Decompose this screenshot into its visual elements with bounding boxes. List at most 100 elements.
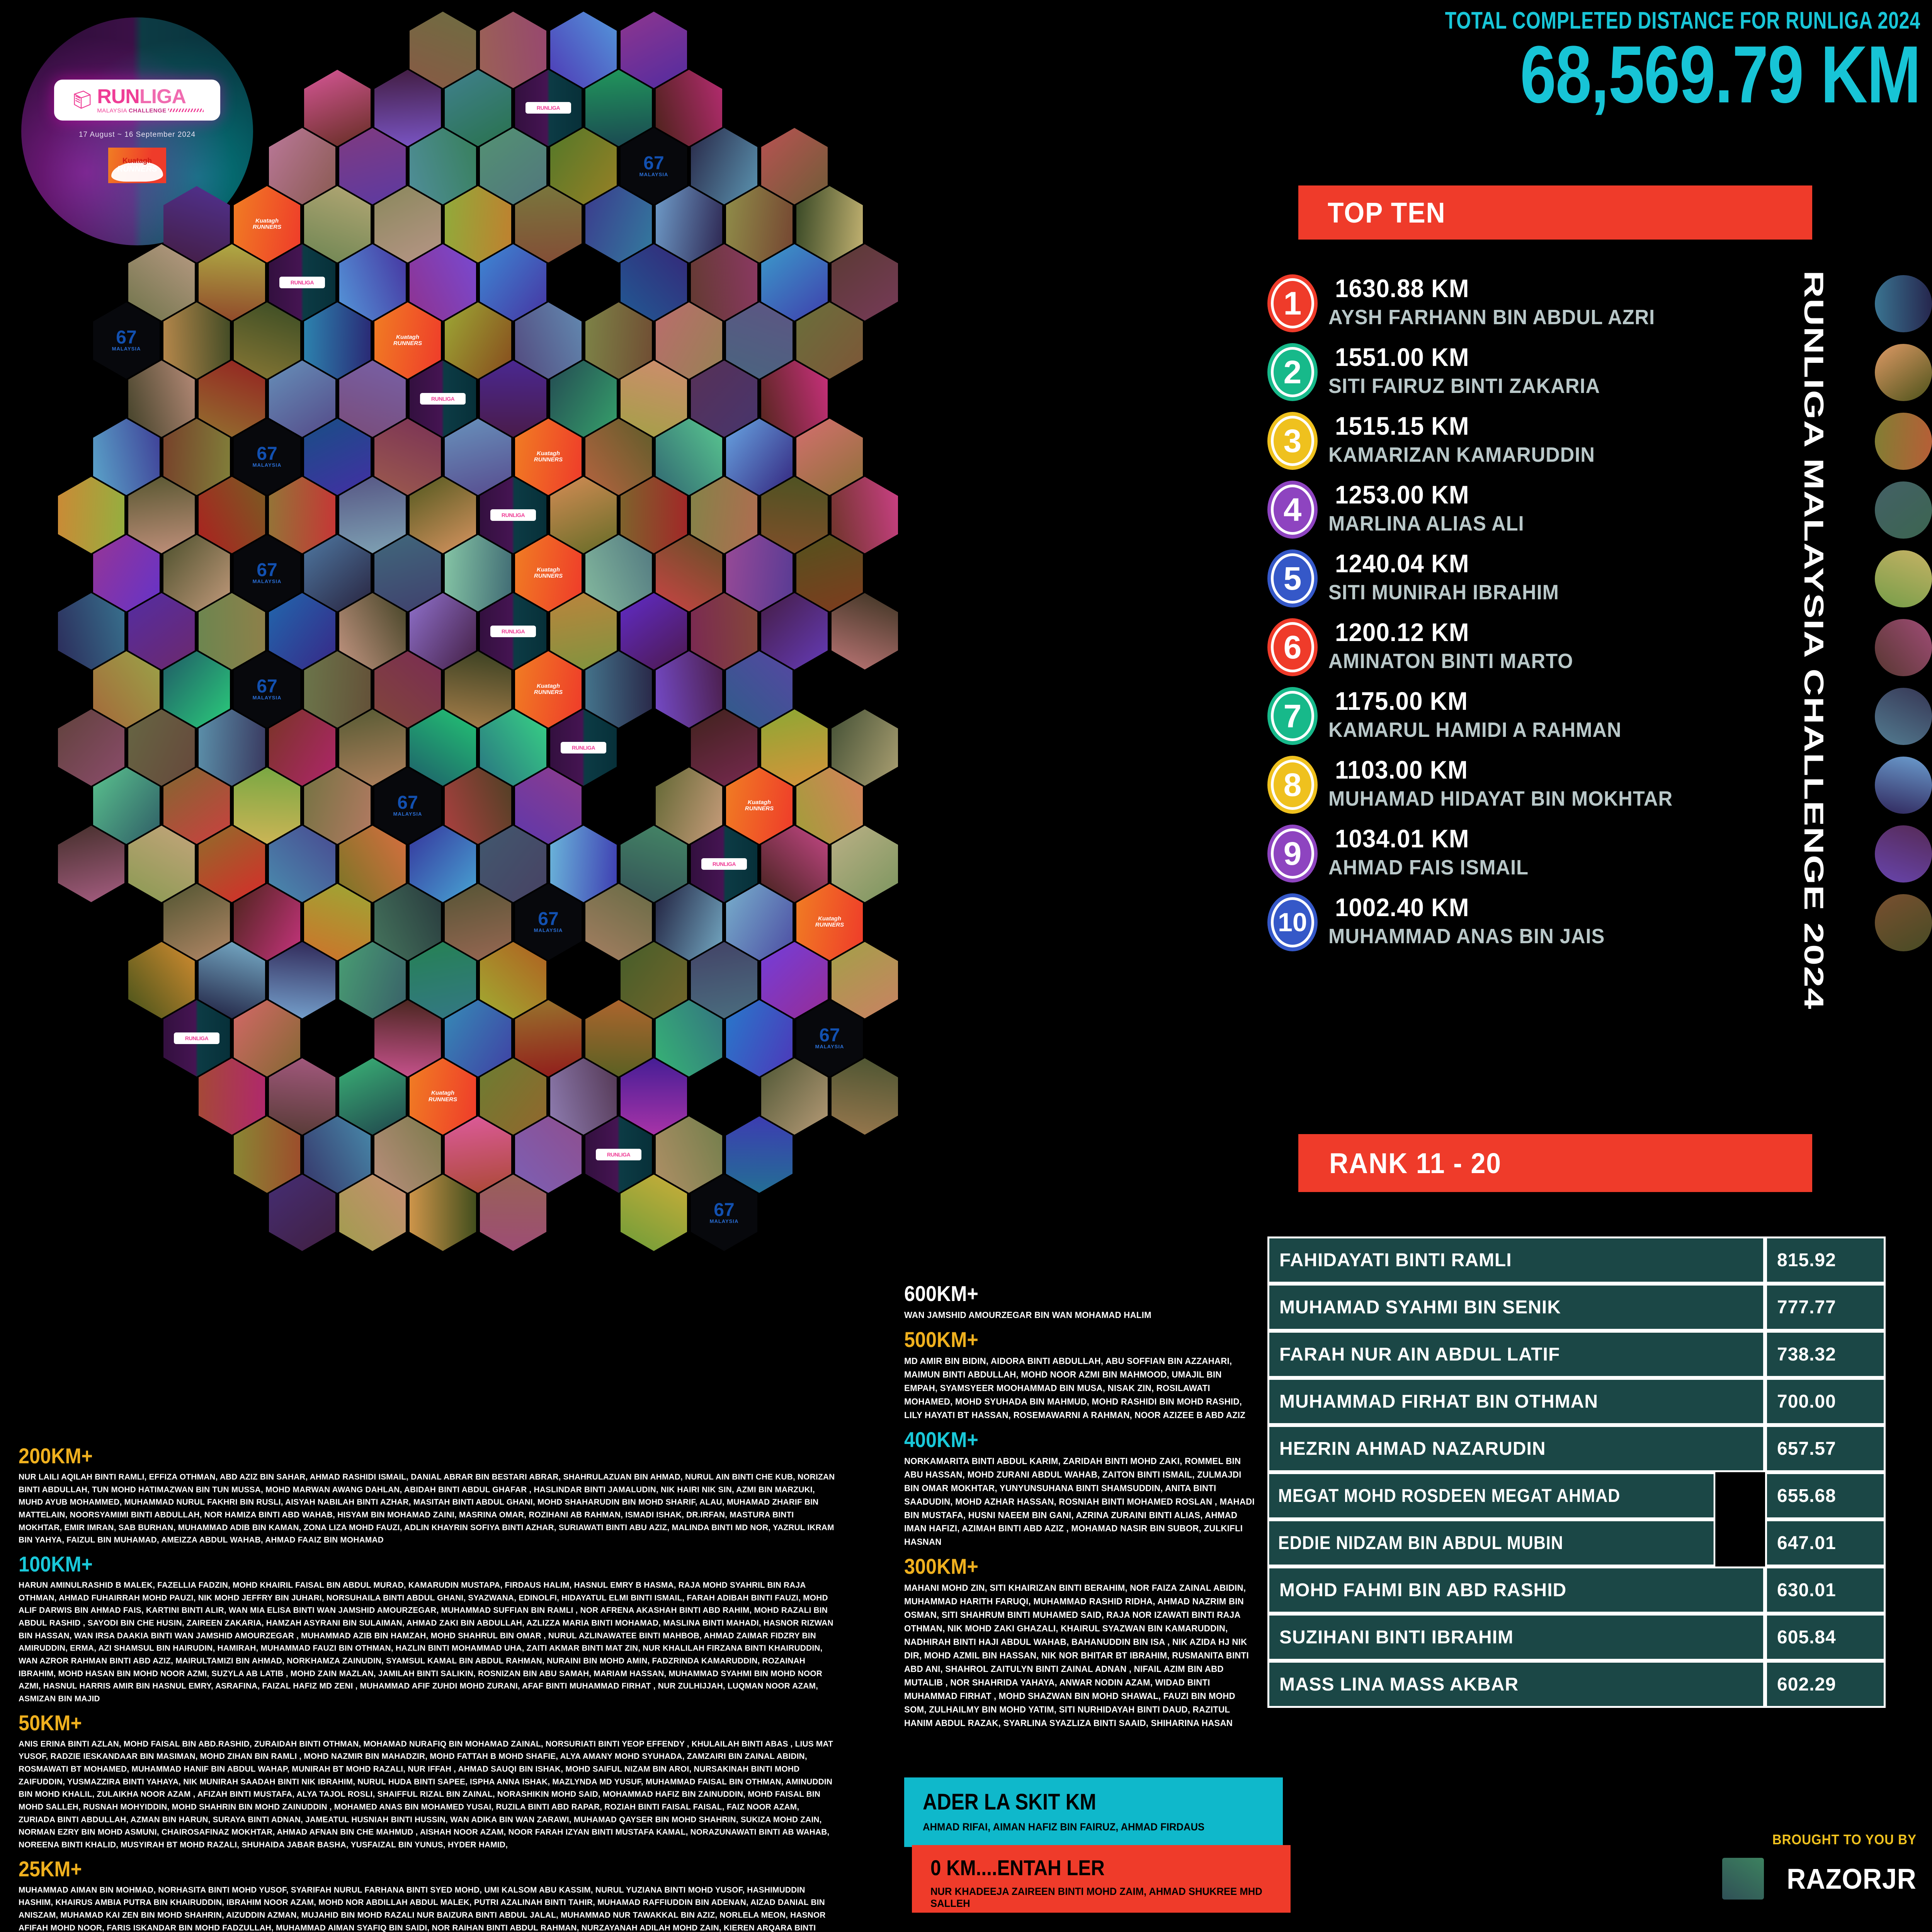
table-cell-name: FARAH NUR AIN ABDUL LATIF [1267, 1331, 1765, 1378]
merdeka-malaysia: MALAYSIA [252, 578, 282, 585]
speed-lines-icon [168, 108, 204, 112]
rank-number: 8 [1283, 767, 1302, 803]
rank-distance: 1630.88 KM [1335, 274, 1469, 303]
tier-names: NUR LAILI AQILAH BINTI RAMLI, EFFIZA OTH… [19, 1472, 835, 1545]
kuatagh-mini-logo: Kuatagh RUNNERS [252, 217, 282, 231]
tier-heading: 100KM+ [19, 1552, 93, 1577]
participant-photo-tile [832, 593, 898, 670]
runliga-mini-logo: RUNLIGA [701, 858, 747, 870]
merdeka-malaysia: MALAYSIA [393, 811, 422, 817]
participant-photo-tile [339, 1174, 406, 1251]
author-avatar [1722, 1858, 1764, 1900]
participant-photo-tile [199, 942, 265, 1019]
table-cell-distance: 605.84 [1765, 1614, 1886, 1661]
merdeka-malaysia: MALAYSIA [815, 1044, 844, 1050]
table-row: MUHAMAD SYAHMI BIN SENIK 777.77 [1267, 1284, 1886, 1331]
participant-photo-tile [269, 593, 335, 670]
participant-photo-tile [269, 1058, 335, 1135]
table-cell-name: FAHIDAYATI BINTI RAMLI [1267, 1236, 1765, 1284]
merdeka-67: 67 [643, 153, 664, 173]
participant-photo-tile [304, 651, 371, 728]
participant-photo-tile [832, 825, 898, 902]
rank-badge: 8 [1267, 756, 1318, 814]
zero-km-title: 0 KM....ENTAH LER [930, 1855, 1105, 1880]
table-cell-name: SUZIHANI BINTI IBRAHIM [1267, 1614, 1765, 1661]
table-cell-name: MOHD FAHMI BIN ABD RASHID [1267, 1566, 1765, 1614]
brand-liga: LIGA [139, 85, 186, 108]
runner-avatar [1875, 825, 1932, 883]
table-cell-name: MUHAMAD SYAHMI BIN SENIK [1267, 1284, 1765, 1331]
participant-photo-tile [269, 825, 335, 902]
table-cell-name: EDDIE NIDZAM BIN ABDUL MUBIN [1267, 1519, 1716, 1566]
mosaic-merdeka-logo-tile: 67 MALAYSIA [796, 1000, 863, 1077]
top-ten-title: TOP TEN [1328, 196, 1446, 229]
distance-tier-block: 100KM+ HARUN AMINULRASHID B MALEK, FAZELL… [19, 1553, 861, 1705]
runliga-mini-logo: RUNLIGA [174, 1032, 219, 1044]
runner-avatar [1875, 344, 1932, 401]
participant-photo-tile [339, 360, 406, 437]
merdeka-malaysia: MALAYSIA [252, 462, 282, 468]
kuatagh-mini-logo: Kuatagh RUNNERS [534, 566, 563, 580]
rank-runner-name: AYSH FARHANN BIN ABDUL AZRI [1328, 306, 1655, 329]
participant-photo-tile [304, 70, 371, 146]
merdeka-malaysia: MALAYSIA [534, 927, 563, 934]
kuatagh-mini-logo: Kuatagh RUNNERS [534, 682, 563, 696]
ader-la-skit-km-box: ADER LA SKIT KM AHMAD RIFAI, AIMAN HAFIZ… [904, 1777, 1283, 1847]
mosaic-merdeka-logo-tile: 67 MALAYSIA [234, 418, 300, 495]
tier-column-middle: 600KM+ WAN JAMSHID AMOURZEGAR BIN WAN MOH… [904, 1283, 1267, 1737]
kuatagh-runners-logo: Kuatagh RUNNERS [108, 148, 166, 183]
kuatagh-mini-logo: Kuatagh RUNNERS [428, 1090, 457, 1103]
author-name: RAZORJR [1787, 1862, 1917, 1895]
table-cell-distance: 655.68 [1765, 1472, 1886, 1519]
participant-photo-tile [796, 535, 863, 612]
participant-photo-tile [234, 1116, 300, 1193]
runner-avatar [1875, 481, 1932, 539]
top-ten-row: 3 1515.15 KM KAMARIZAN KAMARUDDIN [1267, 408, 1932, 477]
merdeka-67: 67 [116, 327, 137, 348]
merdeka-67: 67 [257, 560, 277, 581]
runliga-logo-plate: RUNLIGA MALAYSIA CHALLENGE [54, 80, 220, 121]
participant-photo-tile [269, 709, 335, 786]
merdeka-67: 67 [538, 909, 559, 930]
footer: BROUGHT TO YOU BY RAZORJR [1623, 1832, 1917, 1900]
participant-photo-tile [339, 709, 406, 786]
table-row: HEZRIN AHMAD NAZARUDIN 657.57 [1267, 1425, 1886, 1472]
runner-avatar [1875, 275, 1932, 332]
table-cell-name: MUHAMMAD FIRHAT BIN OTHMAN [1267, 1378, 1765, 1425]
participant-photo-tile [796, 302, 863, 379]
mosaic-merdeka-logo-tile: 67 MALAYSIA [234, 651, 300, 728]
rank-runner-name: AMINATON BINTI MARTO [1328, 650, 1573, 673]
rank-number: 6 [1283, 629, 1302, 665]
participant-photo-tile [832, 942, 898, 1019]
mosaic-kuatagh-logo-tile: Kuatagh RUNNERS [234, 186, 300, 263]
participant-photo-tile [339, 942, 406, 1019]
tier-names: ANIS ERINA BINTI AZLAN, MOHD FAISAL BIN … [19, 1739, 833, 1850]
tier-heading: 600KM+ [904, 1281, 978, 1306]
rank-distance: 1200.12 KM [1335, 618, 1469, 646]
participant-photo-tile [269, 1174, 335, 1251]
partner-name-top: Kuatagh [122, 157, 152, 165]
tier-heading: 500KM+ [904, 1327, 978, 1352]
total-distance-label: TOTAL COMPLETED DISTANCE FOR RUNLIGA 202… [1445, 7, 1920, 34]
participant-photo-tile [269, 128, 335, 204]
runliga-mini-logo: RUNLIGA [526, 102, 571, 114]
rank-number: 4 [1283, 492, 1302, 528]
mosaic-merdeka-logo-tile: 67 MALAYSIA [234, 535, 300, 612]
participant-photo-tile [199, 360, 265, 437]
rank-runner-name: SITI FAIRUZ BINTI ZAKARIA [1328, 374, 1600, 398]
participant-photo-tile [269, 360, 335, 437]
rank-number: 3 [1283, 423, 1302, 459]
top-ten-row: 1 1630.88 KM AYSH FARHANN BIN ABDUL AZRI [1267, 270, 1932, 339]
table-row: MASS LINA MASS AKBAR 602.29 [1267, 1661, 1886, 1708]
rank-distance: 1253.00 KM [1335, 480, 1469, 509]
participant-photo-tile [199, 476, 265, 553]
rank-number: 5 [1283, 560, 1302, 597]
table-row: MOHD FAHMI BIN ABD RASHID 630.01 [1267, 1566, 1886, 1614]
event-dates: 17 August ~ 16 September 2024 [78, 131, 196, 139]
participant-photo-tile [234, 884, 300, 961]
participant-photo-tile [339, 1058, 406, 1135]
rank-badge: 5 [1267, 549, 1318, 607]
participant-photo-tile [199, 709, 265, 786]
runner-avatar [1875, 619, 1932, 676]
rank-11-20-title: RANK 11 - 20 [1329, 1147, 1502, 1179]
